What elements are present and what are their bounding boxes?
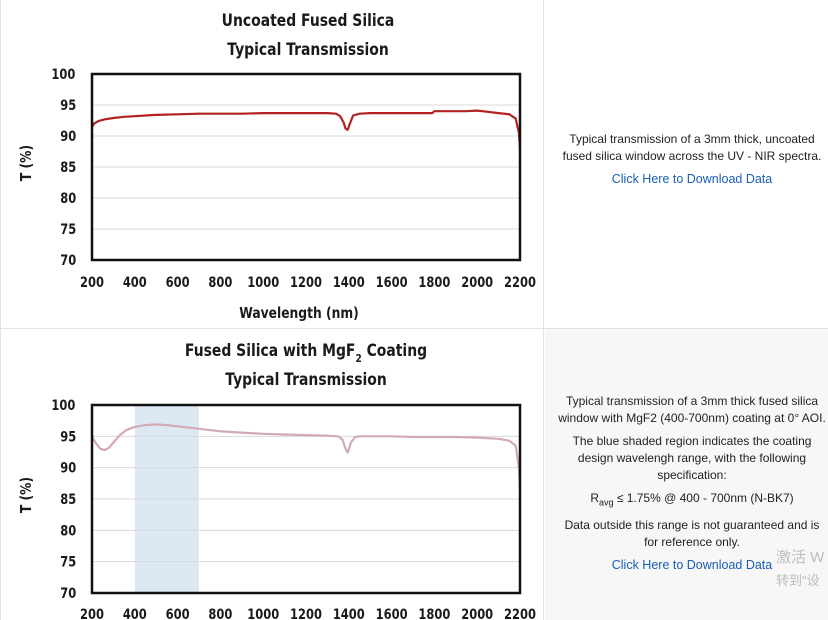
coated-download-link[interactable]: Click Here to Download Data [611,558,773,573]
title-rest: Coating [362,341,427,361]
y-tick-label: 90 [60,461,76,477]
x-tick-label: 800 [208,275,232,291]
plot-frame [90,72,522,262]
watermark-line1: 激活 W [776,549,825,566]
x-tick-label: 2000 [461,275,493,291]
uncoated-chart-cell: Uncoated Fused Silica Typical Transmissio… [0,0,544,328]
x-tick-label: 1800 [418,275,450,291]
x-tick-label: 2000 [461,607,493,620]
y-tick-label: 80 [60,191,76,207]
y-tick-label: 80 [60,523,76,539]
coated-chart-cell: Fused Silica with MgF2 Coating Typical Tr… [0,329,544,620]
spec-r: R [590,491,599,505]
y-tick-label: 75 [60,222,76,238]
y-tick-label: 100 [51,67,75,83]
x-axis-label: Wavelength (nm) [239,305,359,322]
coated-description-para3: Data outside this range is not guarantee… [564,518,820,550]
x-tick-label: 1400 [333,275,365,291]
chart-title-line-1: Fused Silica with MgF2 Coating [185,341,427,366]
coated-description: Typical transmission of a 3mm thick fuse… [557,393,827,574]
coated-spec-line: Ravg ≤ 1.75% @ 400 - 700nm (N-BK7) [557,490,827,511]
spec-value: ≤ 1.75% @ 400 - 700nm (N-BK7) [613,491,794,505]
plot-frame [90,403,522,595]
x-tick-label: 1200 [290,607,322,620]
chart-title-line-2: Typical Transmission [225,370,387,390]
x-tick-label: 400 [123,607,147,620]
y-tick-label: 85 [60,492,76,508]
y-tick-label: 70 [60,253,76,269]
x-tick-label: 2200 [504,275,536,291]
x-tick-label: 1800 [418,607,450,620]
x-tick-label: 800 [208,607,232,620]
y-tick-label: 75 [60,555,76,571]
x-tick-label: 600 [166,607,190,620]
coated-transmission-chart: Fused Silica with MgF2 Coating Typical Tr… [18,341,536,620]
transmission-series-line [91,109,522,149]
x-tick-label: 1600 [376,275,408,291]
y-tick-label: 70 [60,586,76,602]
x-tick-label: 1200 [290,275,322,291]
y-axis-label-group: T (%) [18,145,35,181]
title-main: Fused Silica with MgF [185,341,356,361]
coated-description-para2: The blue shaded region indicates the coa… [572,434,812,482]
chart-title-line-1: Uncoated Fused Silica [222,11,395,31]
y-tick-label: 90 [60,129,76,145]
y-tick-label: 95 [60,429,76,445]
x-tick-label: 200 [80,275,104,291]
y-tick-label: 95 [60,98,76,114]
y-axis-label-group: T (%) [18,477,35,513]
uncoated-description: Typical transmission of a 3mm thick, unc… [557,131,827,188]
y-axis-label: T (%) [18,145,35,181]
coated-row: Fused Silica with MgF2 Coating Typical Tr… [0,329,828,620]
x-tick-label: 600 [166,275,190,291]
coated-description-cell: Typical transmission of a 3mm thick fuse… [545,329,828,620]
uncoated-download-link[interactable]: Click Here to Download Data [611,172,773,186]
y-tick-label: 85 [60,160,76,176]
transmission-series-line [91,423,522,490]
y-tick-label: 100 [51,398,75,414]
x-tick-label: 1000 [247,607,279,620]
x-tick-label: 200 [80,607,104,620]
x-tick-label: 1000 [247,275,279,291]
uncoated-row: Uncoated Fused Silica Typical Transmissio… [0,0,828,329]
watermark-line2: 转到"设 [776,573,820,588]
x-tick-label: 400 [123,275,147,291]
uncoated-description-text: Typical transmission of a 3mm thick, unc… [562,132,822,163]
uncoated-description-cell: Typical transmission of a 3mm thick, unc… [545,0,828,328]
x-tick-label: 1400 [333,607,365,620]
chart-title-line-2: Typical Transmission [227,40,389,60]
x-tick-label: 1600 [376,607,408,620]
title-subscript: 2 [355,353,361,365]
spec-subscript: avg [598,497,614,508]
coated-description-para1: Typical transmission of a 3mm thick fuse… [558,394,826,425]
uncoated-transmission-chart: Uncoated Fused Silica Typical Transmissio… [18,11,536,323]
x-tick-label: 2200 [504,607,536,620]
y-axis-label: T (%) [18,477,35,513]
